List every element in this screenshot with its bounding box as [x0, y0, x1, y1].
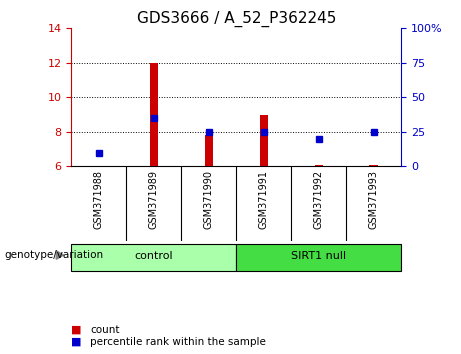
Text: ■: ■	[71, 337, 82, 347]
Bar	[205, 135, 213, 166]
Text: GSM371989: GSM371989	[149, 170, 159, 229]
Text: percentile rank within the sample: percentile rank within the sample	[90, 337, 266, 347]
Title: GDS3666 / A_52_P362245: GDS3666 / A_52_P362245	[136, 11, 336, 27]
Bar	[71, 244, 236, 271]
Bar	[260, 115, 268, 166]
Text: GSM371990: GSM371990	[204, 170, 214, 229]
Bar	[236, 244, 401, 271]
Text: control: control	[135, 251, 173, 261]
Text: GSM371992: GSM371992	[313, 170, 324, 229]
Bar	[369, 165, 378, 166]
Bar	[314, 165, 323, 166]
Text: SIRT1 null: SIRT1 null	[291, 251, 346, 261]
Text: GSM371988: GSM371988	[94, 170, 104, 229]
Text: count: count	[90, 325, 119, 335]
Text: genotype/variation: genotype/variation	[5, 250, 104, 260]
Text: ■: ■	[71, 325, 82, 335]
Text: GSM371993: GSM371993	[369, 170, 378, 229]
Bar	[150, 63, 158, 166]
Text: GSM371991: GSM371991	[259, 170, 269, 229]
